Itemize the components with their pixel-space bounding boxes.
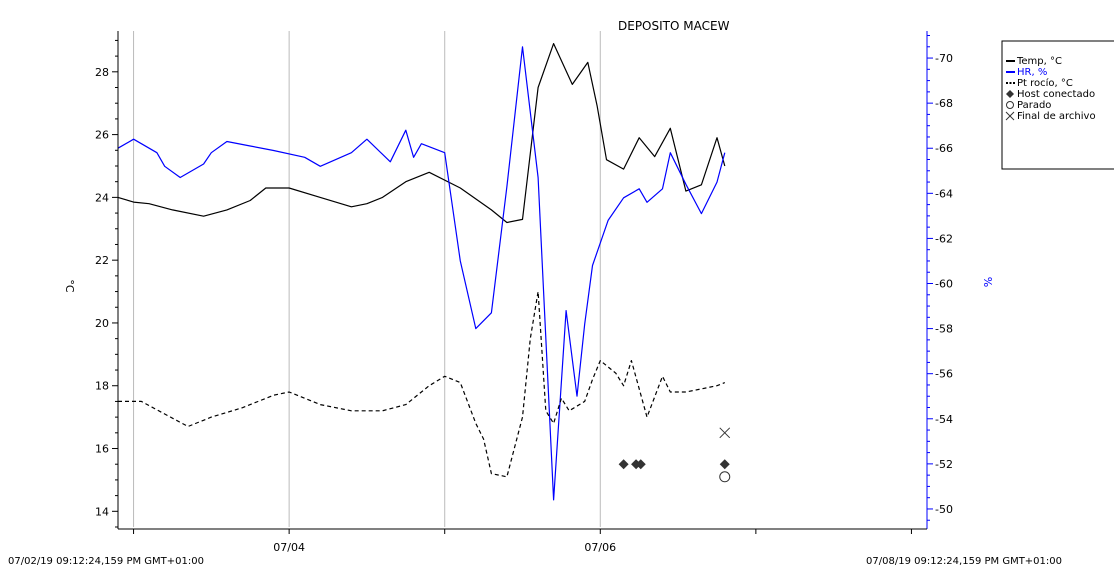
legend-entry-label: Final de archivo — [1017, 111, 1096, 122]
y-right-tick-label: -60 — [935, 278, 953, 291]
y-right-tick-label: -66 — [935, 142, 953, 155]
dew-point-line — [118, 291, 726, 478]
y-right-tick-label: -68 — [935, 97, 953, 110]
y-right-tick-label: -58 — [935, 323, 953, 336]
y-right-tick-label: -70 — [935, 52, 953, 65]
y-right-tick-label: -62 — [935, 232, 953, 245]
legend-entry-label: Parado — [1017, 100, 1051, 111]
axes: 14 16 18 20 22 24 26 28 -50 -52 -54 -56 -58 -60 -62 -64… — [95, 31, 953, 554]
x-start-label: 07/02/19 09:12:24,159 PM GMT+01:00 — [8, 556, 204, 567]
y-left-tick-label: 20 — [95, 317, 109, 330]
legend-box — [1001, 40, 1114, 170]
gridlines — [133, 31, 601, 527]
y-left-label: °C — [63, 279, 76, 293]
temp-line — [117, 42, 726, 224]
y-right-tick-label: -64 — [935, 187, 953, 200]
rh-line — [117, 46, 726, 501]
chart-title: DEPOSITO MACEW — [618, 19, 730, 33]
y-right-tick-label: -54 — [935, 413, 953, 426]
legend-swatch — [1006, 90, 1014, 98]
host-connected-marker — [618, 459, 629, 470]
series-layer — [117, 42, 726, 501]
y-right-tick-label: -52 — [935, 458, 953, 471]
y-left-tick-label: 16 — [95, 443, 109, 456]
y-left-tick-label: 18 — [95, 380, 109, 393]
legend-entry-label: Temp, °C — [1016, 56, 1062, 67]
y-left-tick-label: 24 — [95, 191, 109, 204]
legend-entry-label: Host conectado — [1017, 89, 1095, 100]
y-left-tick-label: 26 — [95, 129, 109, 142]
legend-entry-label: Pt rocío, °C — [1017, 77, 1073, 89]
legend-swatch — [1005, 111, 1015, 121]
end-of-file-marker-stroke — [719, 427, 731, 439]
y-right-tick-label: -56 — [935, 368, 953, 381]
x-tick-label: 07/04 — [273, 541, 305, 554]
event-markers — [618, 427, 731, 483]
y-left-tick-label: 28 — [95, 66, 109, 79]
y-right-label: % — [981, 277, 994, 287]
y-left-tick-label: 14 — [95, 505, 109, 518]
x-end-label: 07/08/19 09:12:24,159 PM GMT+01:00 — [866, 556, 1062, 567]
y-right-tick-label: -50 — [935, 503, 953, 516]
legend-swatch — [1006, 101, 1014, 109]
host-connected-marker — [719, 459, 730, 470]
end-of-file-marker — [719, 427, 731, 439]
host-connected-marker — [635, 459, 646, 470]
x-tick-label: 07/06 — [584, 541, 616, 554]
legend-entry-label: HR, % — [1017, 67, 1047, 78]
y-left-tick-label: 22 — [95, 254, 109, 267]
stopped-marker — [719, 471, 731, 483]
